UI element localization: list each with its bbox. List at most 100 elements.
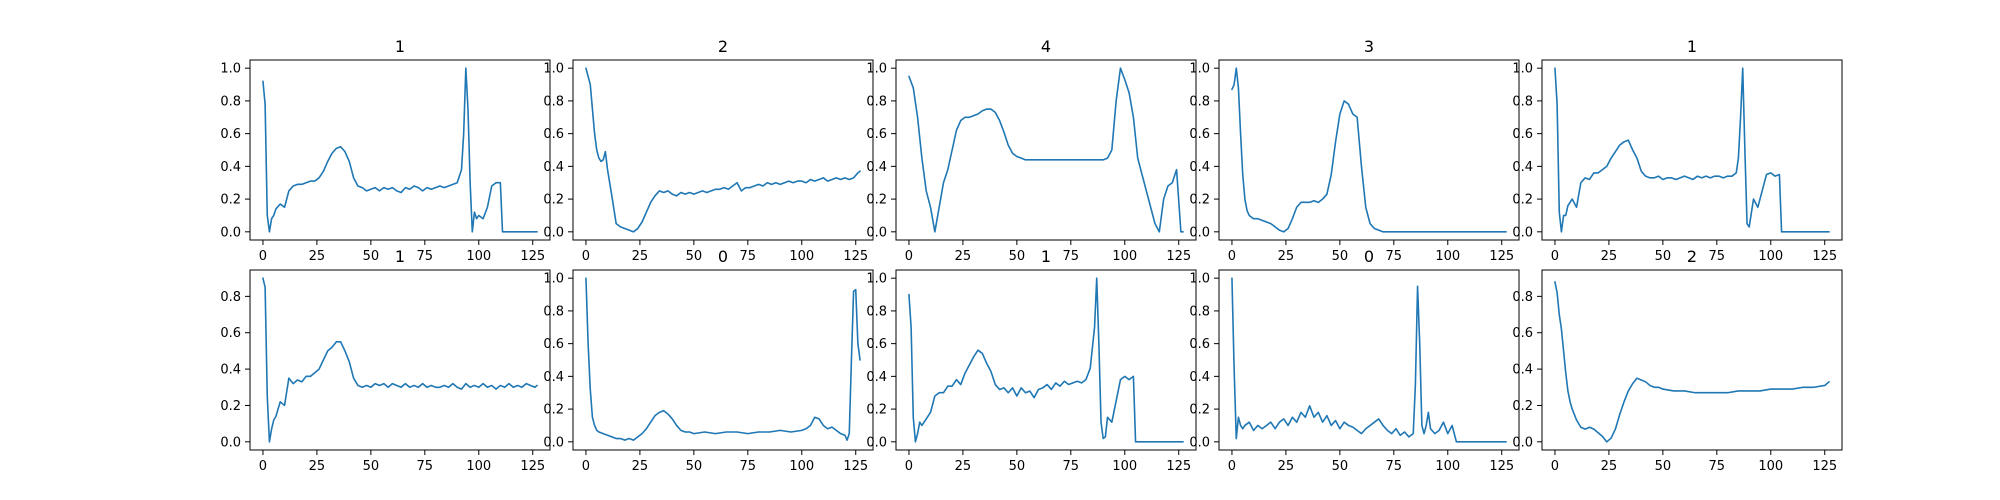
axes-frame: [1218, 269, 1520, 451]
y-tick-label: 0.4: [1512, 160, 1533, 175]
y-tick-label: 1.0: [1189, 272, 1210, 287]
y-tick-label: 0.8: [220, 94, 241, 109]
y-tick-label: 0.0: [220, 225, 241, 240]
y-tick-label: 0.0: [1189, 435, 1210, 450]
y-tick-label: 0.6: [1189, 337, 1210, 352]
y-tick-label: 0.0: [866, 435, 887, 450]
series-line: [585, 67, 861, 233]
x-tick-label: 100: [1112, 459, 1137, 474]
x-tick-label: 0: [1551, 249, 1559, 264]
y-tick-label: 1.0: [543, 272, 564, 287]
y-tick-label: 0.4: [220, 160, 241, 175]
y-tick-label: 0.2: [1512, 193, 1533, 208]
y-tick-label: 0.8: [866, 94, 887, 109]
x-tick-label: 50: [1655, 459, 1672, 474]
x-tick-label: 75: [1063, 249, 1080, 264]
x-tick-label: 100: [466, 249, 491, 264]
y-tick-label: 0.0: [220, 435, 241, 450]
y-tick-label: 0.4: [220, 363, 241, 378]
axes-frame: [249, 269, 551, 451]
x-tick-label: 50: [686, 459, 703, 474]
subplot-title: 2: [718, 37, 728, 56]
x-tick-label: 50: [1655, 249, 1672, 264]
subplot-title: 0: [718, 247, 728, 266]
x-tick-label: 100: [789, 459, 814, 474]
series-line: [1231, 277, 1507, 443]
axes-frame: [249, 59, 551, 241]
y-tick-label: 0.2: [1189, 403, 1210, 418]
y-tick-label: 0.4: [543, 370, 564, 385]
x-tick-label: 0: [905, 249, 913, 264]
axes-frame: [572, 269, 874, 451]
subplot-title: 1: [395, 37, 405, 56]
x-tick-label: 125: [520, 249, 545, 264]
x-tick-label: 50: [1332, 249, 1349, 264]
x-tick-label: 50: [1009, 249, 1026, 264]
subplot-title: 3: [1364, 37, 1374, 56]
x-tick-label: 0: [1551, 459, 1559, 474]
y-tick-label: 0.0: [543, 435, 564, 450]
x-tick-label: 125: [1489, 249, 1514, 264]
x-tick-label: 125: [843, 249, 868, 264]
y-tick-label: 1.0: [1512, 62, 1533, 77]
x-tick-label: 25: [1601, 249, 1618, 264]
x-tick-label: 25: [309, 459, 326, 474]
subplot-10: 0 25 50 75 100 125 0.0 0.2 0.4 0.6 0.8 2: [1512, 247, 1843, 474]
x-tick-label: 100: [1112, 249, 1137, 264]
y-tick-label: 0.4: [1189, 370, 1210, 385]
x-tick-label: 0: [259, 249, 267, 264]
axes-frame: [1541, 59, 1843, 241]
x-tick-label: 125: [1812, 459, 1837, 474]
subplot-title: 2: [1687, 247, 1697, 266]
subplot-title: 1: [1041, 247, 1051, 266]
x-tick-label: 25: [955, 249, 972, 264]
x-tick-label: 0: [1228, 249, 1236, 264]
y-tick-label: 0.8: [543, 94, 564, 109]
axes-frame: [1218, 59, 1520, 241]
x-tick-label: 100: [1758, 459, 1783, 474]
x-tick-label: 25: [632, 249, 649, 264]
y-tick-label: 0.6: [220, 326, 241, 341]
x-tick-label: 125: [520, 459, 545, 474]
x-tick-label: 75: [1709, 459, 1726, 474]
y-tick-label: 0.8: [866, 304, 887, 319]
subplot-7: 0 25 50 75 100 125 0.0 0.2 0.4 0.6 0.8 1.0 0: [543, 247, 874, 474]
y-tick-label: 1.0: [866, 272, 887, 287]
y-tick-label: 0.4: [543, 160, 564, 175]
x-tick-label: 75: [740, 249, 757, 264]
subplot-6: 0 25 50 75 100 125 0.0 0.2 0.4 0.6 0.8 1: [220, 247, 551, 474]
subplot-8: 0 25 50 75 100 125 0.0 0.2 0.4 0.6 0.8 1.0 1: [866, 247, 1197, 474]
series-line: [1231, 67, 1507, 233]
y-tick-label: 0.2: [220, 193, 241, 208]
y-tick-label: 0.6: [1512, 326, 1533, 341]
x-tick-label: 75: [417, 249, 434, 264]
series-line: [1554, 67, 1830, 233]
subplot-3: 0 25 50 75 100 125 0.0 0.2 0.4 0.6 0.8 1.0 4: [866, 37, 1197, 264]
series-line: [585, 277, 861, 441]
y-tick-label: 0.0: [866, 225, 887, 240]
y-tick-label: 0.2: [220, 399, 241, 414]
y-tick-label: 0.4: [1189, 160, 1210, 175]
x-tick-label: 100: [466, 459, 491, 474]
series-line: [262, 277, 538, 443]
y-tick-label: 0.8: [1512, 94, 1533, 109]
x-tick-label: 75: [1709, 249, 1726, 264]
axes-frame: [572, 59, 874, 241]
x-tick-label: 50: [363, 249, 380, 264]
x-tick-label: 25: [1601, 459, 1618, 474]
y-tick-label: 0.8: [1189, 94, 1210, 109]
y-tick-label: 0.2: [1189, 193, 1210, 208]
x-tick-label: 0: [582, 459, 590, 474]
x-tick-label: 75: [1386, 249, 1403, 264]
x-tick-label: 75: [417, 459, 434, 474]
subplot-5: 0 25 50 75 100 125 0.0 0.2 0.4 0.6 0.8 1.0 1: [1512, 37, 1843, 264]
y-tick-label: 0.0: [1189, 225, 1210, 240]
subplot-title: 0: [1364, 247, 1374, 266]
x-tick-label: 125: [1166, 459, 1191, 474]
x-tick-label: 75: [1063, 459, 1080, 474]
subplot-title: 1: [1687, 37, 1697, 56]
y-tick-label: 1.0: [543, 62, 564, 77]
subplot-2: 0 25 50 75 100 125 0.0 0.2 0.4 0.6 0.8 1.0 2: [543, 37, 874, 264]
x-tick-label: 125: [1812, 249, 1837, 264]
